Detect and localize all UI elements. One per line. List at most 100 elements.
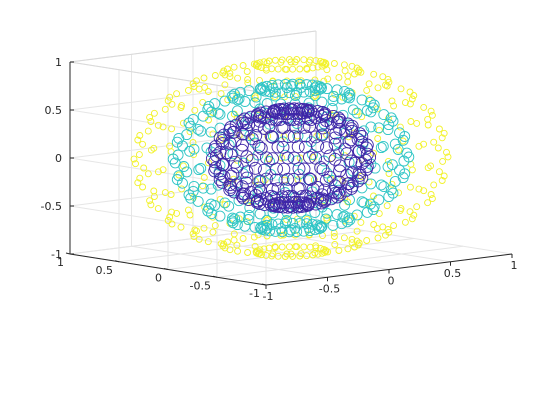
z-tick-label: 1 <box>55 56 62 69</box>
scatter-point <box>235 189 249 203</box>
scatter-point <box>439 157 447 165</box>
scatter-point <box>201 83 209 91</box>
scatter-point <box>296 65 304 73</box>
scatter-point <box>353 237 361 245</box>
scatter-point <box>333 188 347 202</box>
scatter-point <box>154 205 162 213</box>
scatter-point <box>427 107 435 115</box>
scatter-point <box>217 90 225 98</box>
scatter-point <box>365 178 373 186</box>
scatter-point <box>314 63 322 71</box>
scatter-point <box>214 210 226 222</box>
scatter-point <box>348 62 356 70</box>
scatter-point <box>351 107 363 119</box>
scatter-point <box>328 152 342 166</box>
scatter-point <box>276 140 290 154</box>
scatter-point <box>396 123 404 131</box>
scatter-point <box>184 86 192 94</box>
scatter-point <box>383 191 395 203</box>
scatter-point <box>253 114 267 128</box>
scatter-point <box>209 130 217 138</box>
scatter-point <box>384 157 392 165</box>
scatter-point <box>239 62 247 69</box>
scatter-point <box>224 238 231 246</box>
scatter-point <box>178 185 186 193</box>
scatter-point <box>284 199 298 213</box>
scatter-point <box>159 166 167 174</box>
scatter-point <box>280 231 288 239</box>
scatter-point <box>311 191 325 205</box>
scatter-point <box>317 57 324 65</box>
scatter-point <box>234 74 242 82</box>
scatter-point <box>244 249 252 256</box>
scatter-point <box>201 142 213 154</box>
scatter-point <box>190 233 198 241</box>
scatter-point <box>341 67 349 75</box>
scatter-point <box>267 198 280 212</box>
scatter-point <box>243 85 255 97</box>
scatter-point <box>331 209 343 220</box>
axis-layer <box>65 61 513 289</box>
scatter-point <box>209 213 217 221</box>
scatter-point <box>298 225 310 237</box>
scatter-point <box>135 151 143 159</box>
scatter-point <box>338 142 352 156</box>
scatter-point <box>390 222 398 230</box>
scatter-point <box>351 243 358 251</box>
scatter-point <box>264 225 276 237</box>
scatter-point <box>373 105 381 113</box>
scatter-point <box>438 134 446 142</box>
scatter-point <box>316 82 327 94</box>
scatter-point <box>226 215 238 227</box>
scatter-point <box>258 251 265 259</box>
scatter-point <box>377 140 389 152</box>
scatter-point <box>140 164 148 172</box>
scatter-point <box>266 130 279 144</box>
scatter-point <box>316 121 330 135</box>
scatter-point <box>327 219 339 231</box>
scatter-point <box>250 195 264 209</box>
scatter-point <box>161 105 169 113</box>
scatter-point <box>197 182 209 194</box>
scatter-point <box>408 95 416 103</box>
scatter-point <box>318 183 332 197</box>
y-tick-label: 0 <box>155 272 162 285</box>
scatter-point <box>259 85 271 97</box>
scatter-point <box>383 82 391 90</box>
scatter-point <box>309 130 323 144</box>
scatter-point <box>358 197 370 209</box>
scatter-point <box>438 177 446 184</box>
scatter-point <box>266 152 279 166</box>
y-tick-mark <box>261 283 267 286</box>
scatter-point <box>430 181 438 189</box>
scatter-point <box>303 65 311 73</box>
scatter-point <box>407 118 415 125</box>
scatter-point <box>179 162 187 170</box>
scatter-point <box>136 174 144 182</box>
scatter-point <box>257 163 271 177</box>
scatter-point <box>285 224 297 236</box>
scatter-point <box>333 113 347 127</box>
scatter-point <box>283 226 295 238</box>
scatter-point <box>187 113 199 125</box>
scatter-point <box>221 81 229 89</box>
scatter-point <box>375 126 383 134</box>
scatter-point <box>184 206 192 214</box>
scatter-point <box>397 85 405 93</box>
scatter-point <box>370 149 377 157</box>
scatter-point <box>363 150 377 164</box>
scatter-point <box>293 243 301 251</box>
scatter-point <box>323 66 331 74</box>
scatter-point <box>279 149 291 161</box>
scatter-point <box>365 121 377 133</box>
scatter-point <box>382 161 394 173</box>
scatter-point <box>253 109 267 123</box>
scatter-point <box>406 88 414 96</box>
scatter-point <box>331 241 339 248</box>
scatter-point <box>202 205 214 217</box>
scatter-point <box>413 203 421 211</box>
scatter-point <box>309 207 321 218</box>
scatter-point <box>191 106 199 114</box>
y-tick-mark <box>65 252 71 255</box>
scatter-point <box>329 126 343 140</box>
